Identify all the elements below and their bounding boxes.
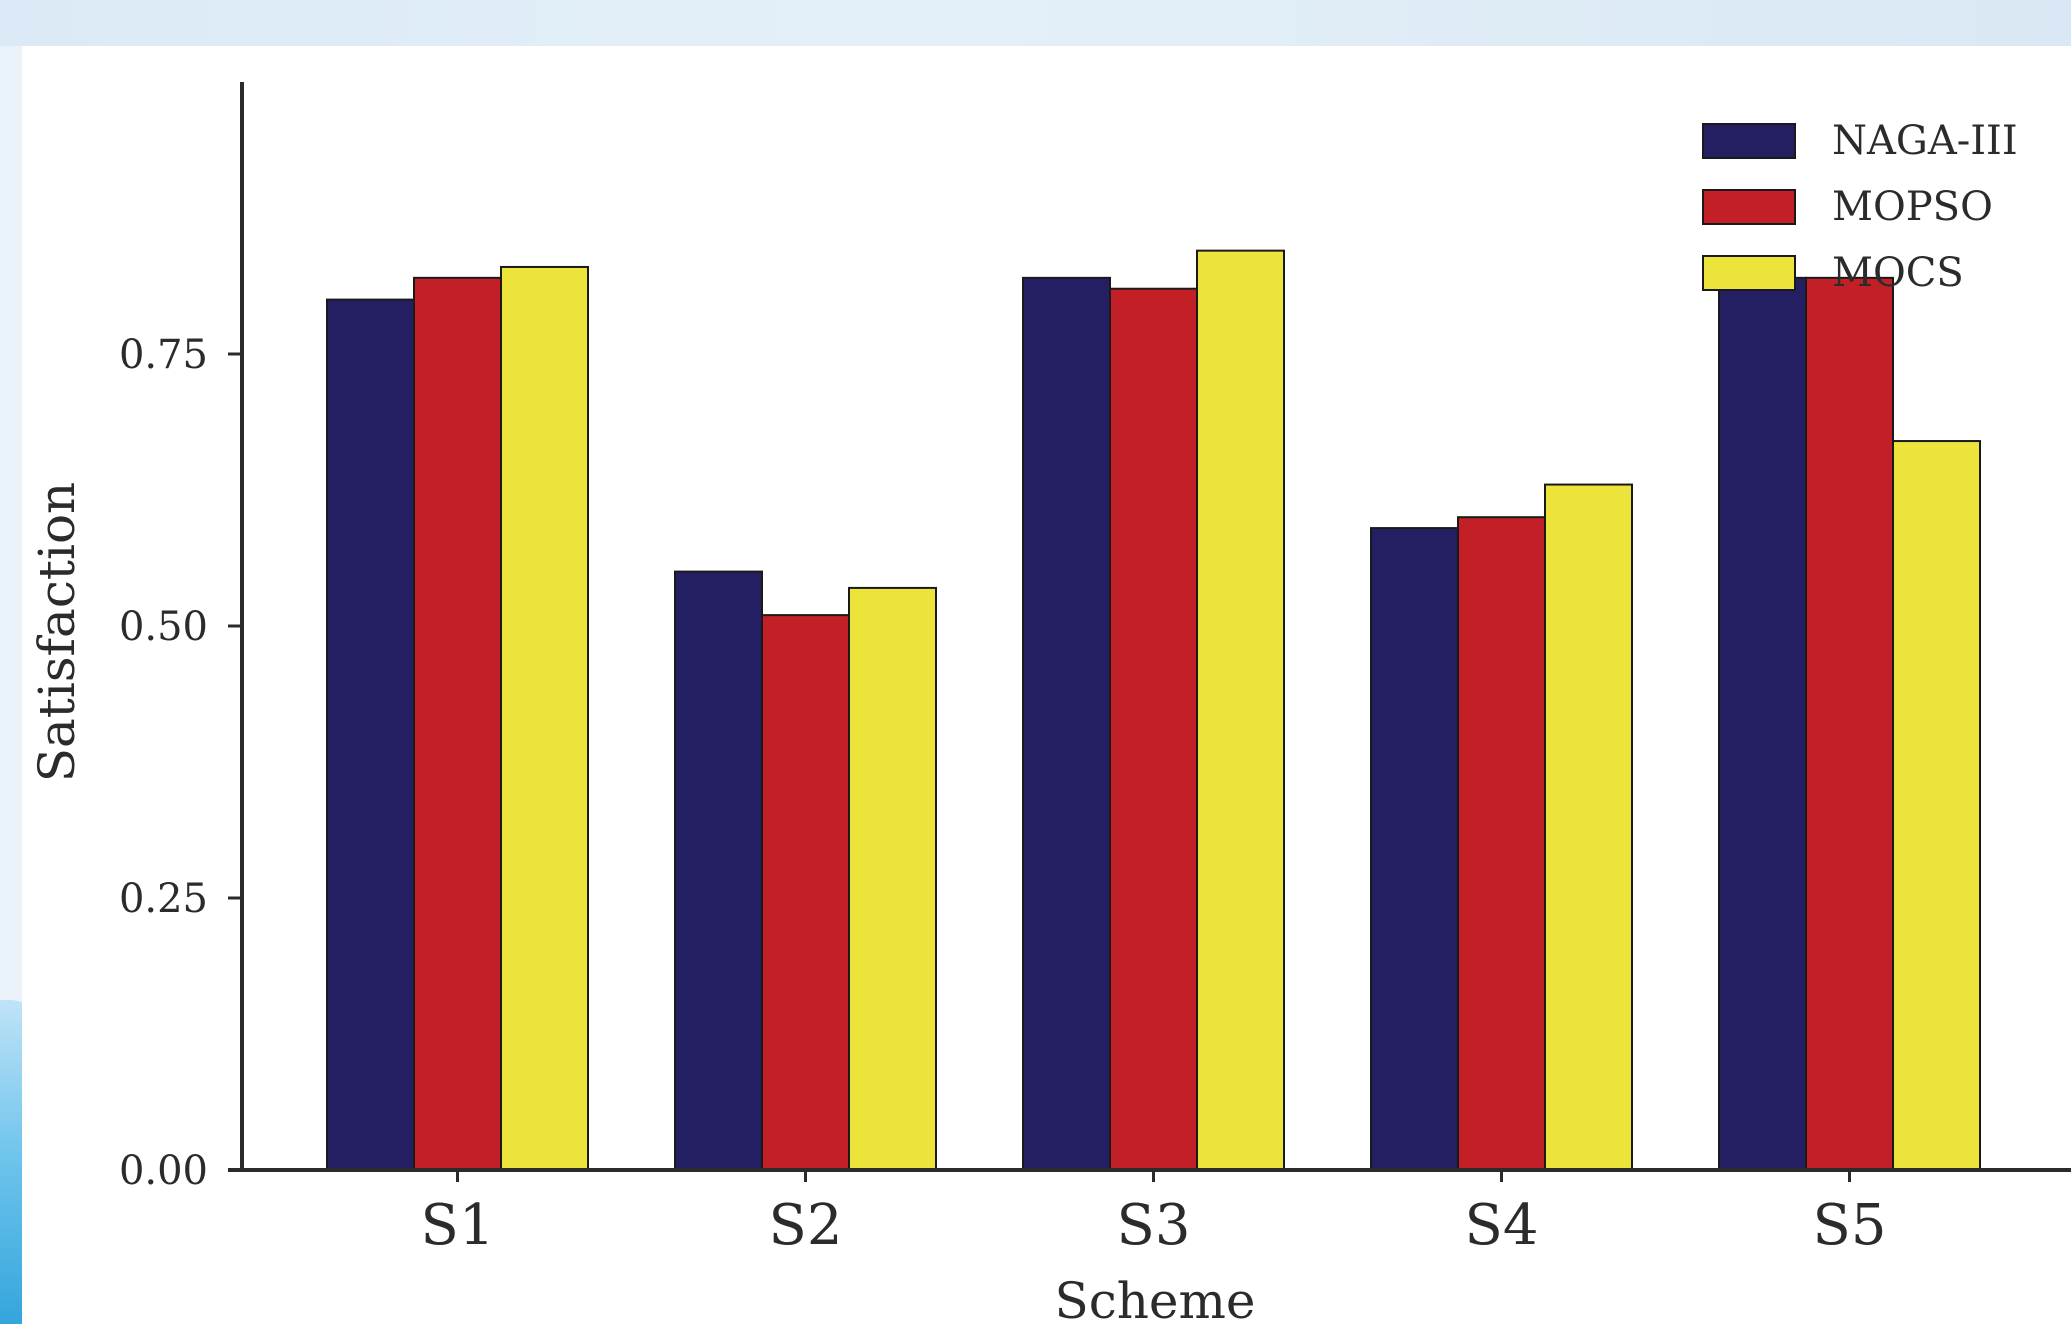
y-axis-title: Satisfaction [28,482,86,783]
bar-s4-mopso [1457,516,1546,1171]
bar-s2-mopso [761,614,850,1171]
y-tick-label: 0.00 [119,1148,208,1194]
legend: NAGA-III MOPSO MOCS [1702,118,2018,296]
x-tick-label: S4 [1465,1193,1539,1258]
legend-swatch-mocs [1702,255,1796,291]
x-tick-label: S3 [1117,1193,1191,1258]
bar-s3-mopso [1109,287,1198,1172]
bar-s5-mopso [1805,276,1894,1171]
x-tick-label: S2 [769,1193,843,1258]
bar-s1-mopso [413,276,502,1171]
bars-group [326,249,1981,1172]
legend-swatch-naga-iii [1702,123,1796,159]
bar-s4-naga-iii [1370,527,1459,1171]
y-ticks-group: 0.00 0.25 0.50 0.75 [119,332,242,1194]
bar-s3-mocs [1196,249,1285,1171]
legend-swatch-mopso [1702,189,1796,225]
x-labels-group: S1 S2 S3 S4 S5 [421,1170,1887,1258]
y-tick-label: 0.25 [119,876,208,922]
bar-s2-naga-iii [674,570,763,1171]
x-tick-label: S5 [1813,1193,1887,1258]
bar-s2-mocs [848,586,937,1171]
background-band [0,0,2071,46]
legend-label-mocs: MOCS [1832,250,1964,296]
bar-s5-naga-iii [1718,276,1807,1171]
bar-s1-mocs [500,265,589,1171]
legend-label-mopso: MOPSO [1832,184,1993,230]
x-tick-label: S1 [421,1193,495,1258]
x-axis-title: Scheme [1054,1272,1255,1324]
y-tick-label: 0.50 [119,604,208,650]
legend-label-naga-iii: NAGA-III [1832,118,2018,164]
bar-s4-mocs [1544,483,1633,1171]
bar-s1-naga-iii [326,298,415,1172]
bar-s3-naga-iii [1022,276,1111,1171]
bar-s5-mocs [1892,440,1981,1172]
y-tick-label: 0.75 [119,332,208,378]
